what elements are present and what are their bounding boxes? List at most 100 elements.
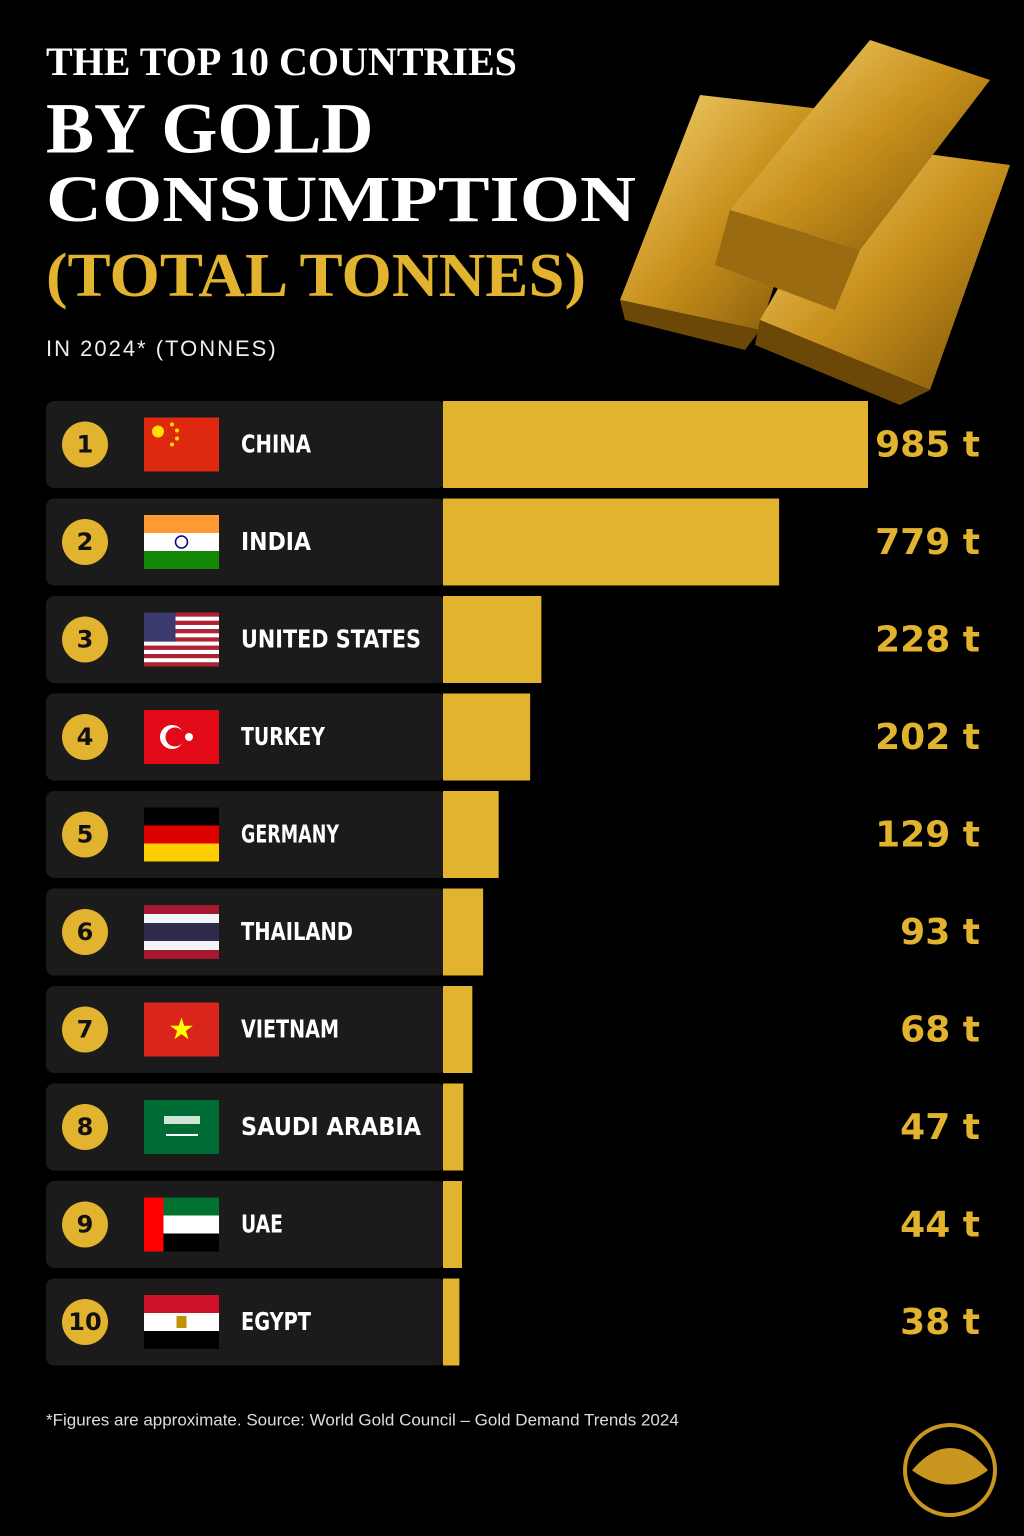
value-label: 38 t [900,1302,980,1343]
bar [443,1083,464,1171]
flag-stripe [144,649,219,655]
rank-label: 3 [77,626,94,654]
flag [144,515,219,569]
flag-band [144,1197,164,1252]
bar [443,596,542,683]
flag [144,417,219,472]
value-label: 93 t [900,912,980,953]
rank-label: 10 [68,1308,101,1336]
flag [144,1295,219,1349]
subtitle: IN 2024* (TONNES) [46,336,278,361]
rank-label: 9 [77,1211,94,1239]
rank-badge [62,421,108,468]
gold-bars-illustration [620,40,1010,405]
category-label: THAILAND [241,917,353,946]
category-label: INDIA [241,527,312,556]
flag [144,905,219,959]
value-label: 44 t [900,1205,980,1246]
flag-field [144,1100,219,1154]
flag-star [175,428,179,433]
rank-badge [62,616,108,663]
category-label: TURKEY [241,722,326,751]
title-line: BY GOLD [46,89,373,169]
flag-stripe [144,905,219,914]
rank-label: 5 [77,821,94,849]
value-label: 228 t [875,620,980,661]
value-label: 202 t [875,717,980,758]
flag-stripe [144,654,219,659]
logo [903,1423,997,1517]
bar [443,498,780,586]
flag [144,612,219,667]
category-label: UAE [241,1210,283,1239]
flag-stripe [144,645,219,650]
rank-badge [62,1201,108,1248]
bar [443,1181,462,1268]
flag-star [185,733,193,741]
flag-star [175,436,179,441]
value-label: 985 t [875,425,980,466]
flag-wheel [174,535,189,549]
bar [443,1278,460,1366]
flag [144,1197,219,1252]
kicker: THE TOP 10 COUNTRIES [46,39,517,84]
flag-stripe [144,616,219,621]
flag-star [170,442,174,447]
rank-badge [62,1299,108,1345]
bar [443,791,499,878]
flag-star [170,422,174,427]
rank-label: 1 [77,431,94,459]
category-label: EGYPT [241,1307,311,1336]
value-label: 47 t [900,1107,980,1148]
bar [443,401,868,488]
flag [144,710,219,764]
value-label: 779 t [875,522,980,563]
title-highlight: (TOTAL TONNES) [46,242,586,310]
flag [144,807,219,862]
flag-stripe [144,533,219,551]
flag-stripe [144,641,219,646]
bar [443,986,473,1073]
rank-label: 6 [77,918,94,946]
flag-eagle [176,1316,187,1328]
flag-stripe [144,941,219,950]
flag-stripe [144,825,219,844]
flag-stripe [144,515,219,533]
flag-stripe [144,637,219,642]
value-label: 129 t [875,815,980,856]
rank-label: 7 [77,1016,94,1044]
flag-stripe [144,1295,219,1313]
flag-stripe [144,807,219,826]
flag-canton [144,612,176,642]
rank-label: 4 [77,723,94,751]
title-line: CONSUMPTION [46,163,636,236]
category-label: VIETNAM [241,1015,339,1044]
flag-stripe [144,551,219,569]
flag-stripe [144,620,219,625]
flag-sword [166,1134,198,1136]
flag [144,1100,219,1154]
flag-script [164,1116,200,1124]
bar [443,693,531,781]
flag-stripe [144,843,219,862]
flag-stripe [144,932,219,941]
flag-stripe [144,612,219,617]
rank-badge [62,1104,108,1150]
flag-stripe [144,624,219,630]
flag-stripe [144,658,219,663]
rank-badge [62,1006,108,1053]
flag-crescent [165,727,185,747]
rank-badge [62,714,108,760]
rank-badge [62,811,108,858]
value-label: 68 t [900,1010,980,1051]
flag [144,1002,219,1057]
flag-field [144,417,219,472]
category-label: CHINA [241,430,312,459]
flag-stripe [144,662,219,667]
footnote: *Figures are approximate. Source: World … [46,1410,679,1429]
category-label: GERMANY [241,820,340,849]
rank-badge [62,519,108,565]
rank-badge [62,909,108,955]
